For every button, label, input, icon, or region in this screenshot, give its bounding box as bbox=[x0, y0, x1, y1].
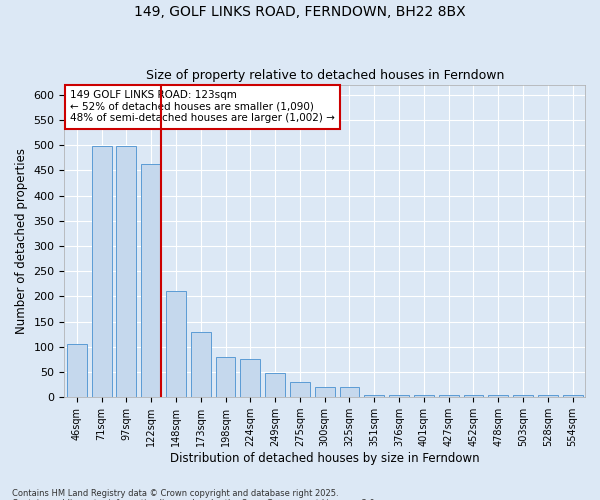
Text: 149 GOLF LINKS ROAD: 123sqm
← 52% of detached houses are smaller (1,090)
48% of : 149 GOLF LINKS ROAD: 123sqm ← 52% of det… bbox=[70, 90, 335, 124]
Bar bbox=[92, 146, 112, 397]
Bar bbox=[364, 394, 384, 397]
Bar bbox=[215, 357, 235, 397]
Bar bbox=[67, 344, 87, 397]
Bar bbox=[141, 164, 161, 397]
Bar bbox=[340, 387, 359, 397]
Text: 149, GOLF LINKS ROAD, FERNDOWN, BH22 8BX: 149, GOLF LINKS ROAD, FERNDOWN, BH22 8BX bbox=[134, 5, 466, 19]
Bar bbox=[241, 360, 260, 397]
Bar bbox=[166, 292, 186, 397]
Bar bbox=[563, 395, 583, 397]
Y-axis label: Number of detached properties: Number of detached properties bbox=[15, 148, 28, 334]
Bar bbox=[290, 382, 310, 397]
Bar bbox=[315, 387, 335, 397]
Bar bbox=[538, 395, 558, 397]
Bar bbox=[414, 394, 434, 397]
Text: Contains public sector information licensed under the Open Government Licence v3: Contains public sector information licen… bbox=[12, 498, 377, 500]
Bar bbox=[439, 394, 458, 397]
Bar bbox=[116, 146, 136, 397]
Text: Contains HM Land Registry data © Crown copyright and database right 2025.: Contains HM Land Registry data © Crown c… bbox=[12, 488, 338, 498]
Bar bbox=[513, 394, 533, 397]
Bar bbox=[389, 394, 409, 397]
X-axis label: Distribution of detached houses by size in Ferndown: Distribution of detached houses by size … bbox=[170, 452, 479, 465]
Title: Size of property relative to detached houses in Ferndown: Size of property relative to detached ho… bbox=[146, 69, 504, 82]
Bar bbox=[265, 373, 285, 397]
Bar bbox=[464, 395, 484, 397]
Bar bbox=[191, 332, 211, 397]
Bar bbox=[488, 395, 508, 397]
